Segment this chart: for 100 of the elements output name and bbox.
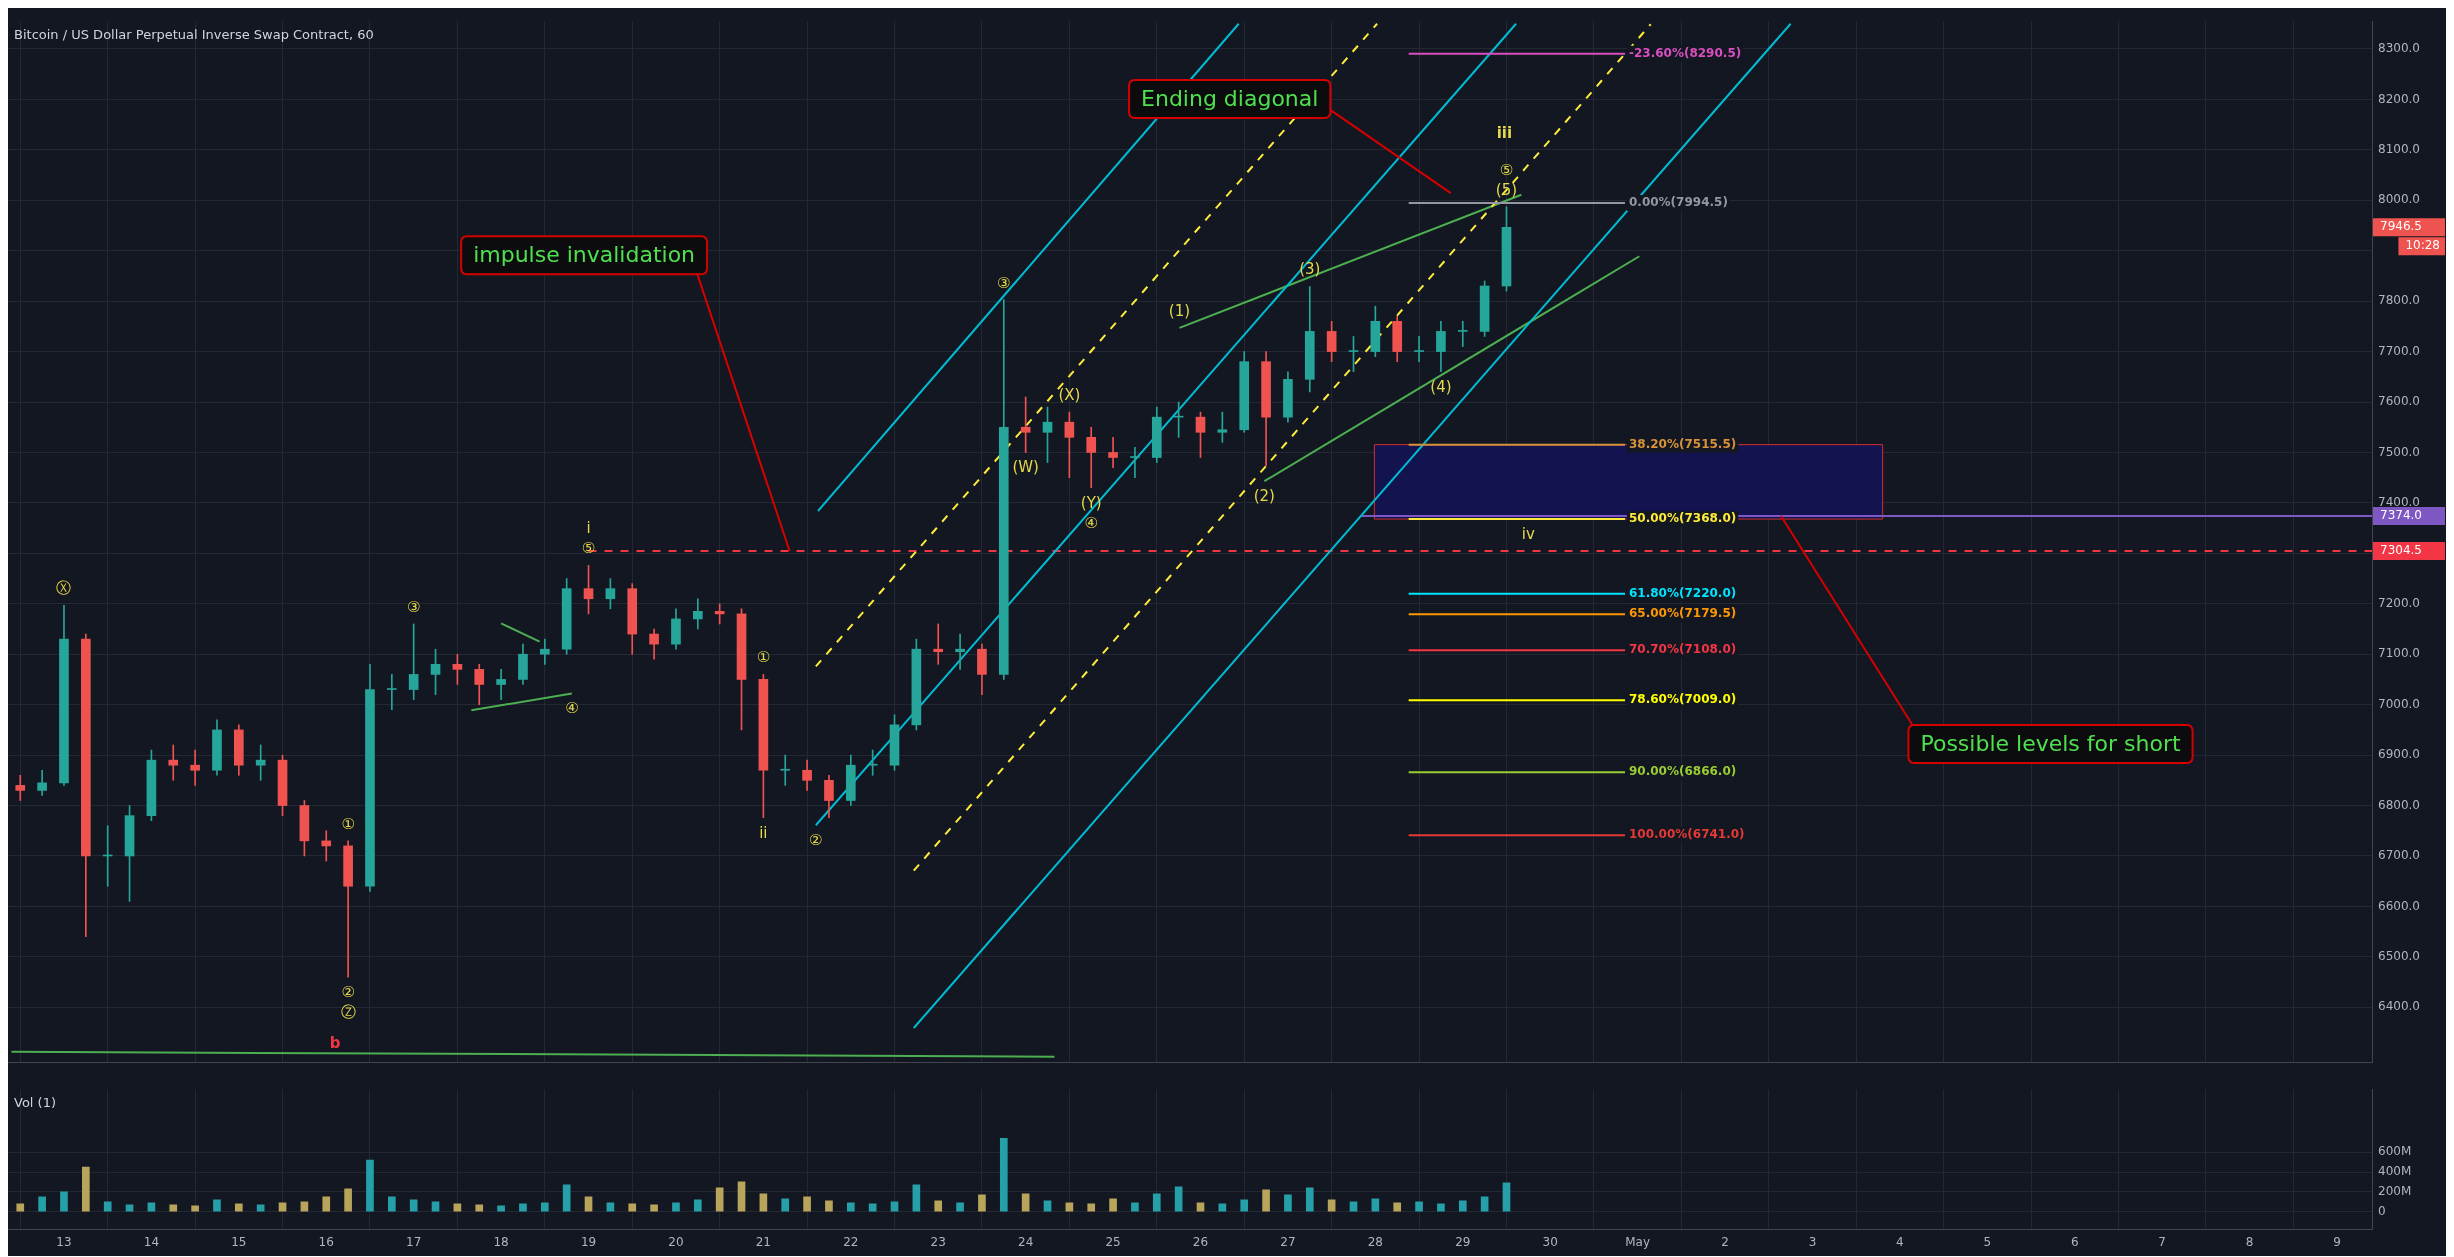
annotation: i [586,519,591,538]
annotation: Possible levels for short [1920,730,2181,756]
y-tick-label: 6400.0 [2378,999,2420,1014]
bar [1152,1193,1161,1212]
x-tick-label: 19 [580,1234,597,1249]
bar [191,1205,199,1212]
bar [409,1199,418,1212]
text: 7946.5 [2380,219,2422,234]
x-tick-label: 15 [231,1234,247,1249]
bar [125,1204,134,1212]
bar [1480,1196,1489,1212]
bar [1043,1200,1052,1212]
y-tick-label: 7600.0 [2378,394,2420,409]
y-tick-label: 6500.0 [2378,949,2420,963]
x-tick-label: 9 [2333,1234,2341,1249]
bar [846,1202,855,1212]
text: 7374.0 [2380,508,2422,523]
x-tick-label: 4 [1896,1234,1904,1249]
y-tick-label: 6600.0 [2378,898,2420,913]
y-tick-label: 8100.0 [2378,141,2420,156]
annotation: ② [809,831,823,850]
bar [387,1196,396,1212]
x-tick-label: 27 [1280,1234,1296,1249]
bar [825,1200,833,1212]
bar [562,1184,571,1212]
bar [1284,1194,1292,1212]
y-tick-label: 6800.0 [2378,797,2420,812]
bar [1393,1202,1402,1212]
y-tick-label: 400M [2378,1164,2412,1179]
bar [1415,1201,1423,1212]
bar [366,1159,374,1212]
y-tick-label: 0 [2378,1203,2386,1218]
bar [693,1199,702,1212]
annotation: (1) [1168,301,1191,320]
annotation: (2) [1253,487,1275,506]
y-tick-label: 8200.0 [2378,91,2420,106]
bar [803,1196,811,1212]
bar [38,1196,46,1212]
bar [868,1203,877,1212]
y-tick-label: 7100.0 [2378,646,2420,661]
x-tick-label: 21 [755,1234,772,1249]
annotation: ① [341,814,355,833]
ref-line-label: 50.00%(7368.0) [1628,511,1737,526]
bar [235,1203,243,1212]
annotation: ⑤ [581,539,596,558]
annotation: (W) [1012,458,1039,477]
y-tick-label: 7400.0 [2378,495,2420,510]
annotation: impulse invalidation [473,242,696,268]
candlestick [780,754,791,786]
x-tick-label: 18 [493,1234,509,1249]
ref-line-label: 38.20%(7515.5) [1628,436,1737,451]
annotation: ④ [565,699,579,718]
bar [1131,1202,1139,1212]
y-tick-label: 7200.0 [2378,595,2420,610]
text: 10:28 [2405,238,2441,253]
bar [497,1205,505,1212]
x-tick-label: 23 [930,1234,946,1249]
bar [584,1196,593,1212]
ref-line-label: 70.70%(7108.0) [1628,642,1737,657]
bar [1240,1199,1249,1212]
bar [1349,1201,1358,1212]
bar [431,1201,440,1212]
ref-line-label: 61.80%(7220.0) [1628,585,1737,600]
bar [1262,1189,1270,1212]
bar [1305,1187,1314,1212]
bar [82,1166,90,1212]
bar [1065,1202,1074,1212]
annotation: ③ [406,597,421,616]
y-tick-label: 8300.0 [2378,41,2420,56]
bar [300,1201,309,1212]
x-tick-label: 26 [1192,1234,1209,1249]
bar [912,1184,921,1212]
bar [169,1204,178,1212]
annotation: Ⓧ [56,579,72,598]
x-tick-label: 28 [1367,1234,1383,1249]
y-tick-label: 200M [2378,1183,2412,1198]
bar [453,1203,462,1212]
bar [781,1198,790,1212]
bar [213,1199,221,1212]
annotation: ④ [1084,513,1098,532]
candlestick [1457,320,1468,347]
bar [1218,1203,1227,1212]
annotation: Ending diagonal [1141,85,1319,111]
bar [606,1202,615,1212]
annotation: ⑤ [1499,160,1514,179]
annotation: ③ [997,273,1011,292]
annotation: ① [756,648,771,667]
x-tick-label: 5 [1983,1234,1992,1249]
annotation: ② [341,982,355,1001]
x-tick-label: 6 [2070,1234,2079,1249]
bar [934,1200,943,1212]
bar [1458,1200,1467,1212]
bar [256,1204,265,1212]
bar [1087,1203,1096,1212]
x-tick-label: 3 [1808,1234,1817,1249]
text: Bitcoin / US Dollar Perpetual Inverse Swap Contract, 60 [14,27,374,43]
bar [322,1196,331,1212]
annotation: b [329,1033,341,1052]
bar [1502,1182,1511,1212]
y-tick-label: 8000.0 [2378,192,2420,207]
